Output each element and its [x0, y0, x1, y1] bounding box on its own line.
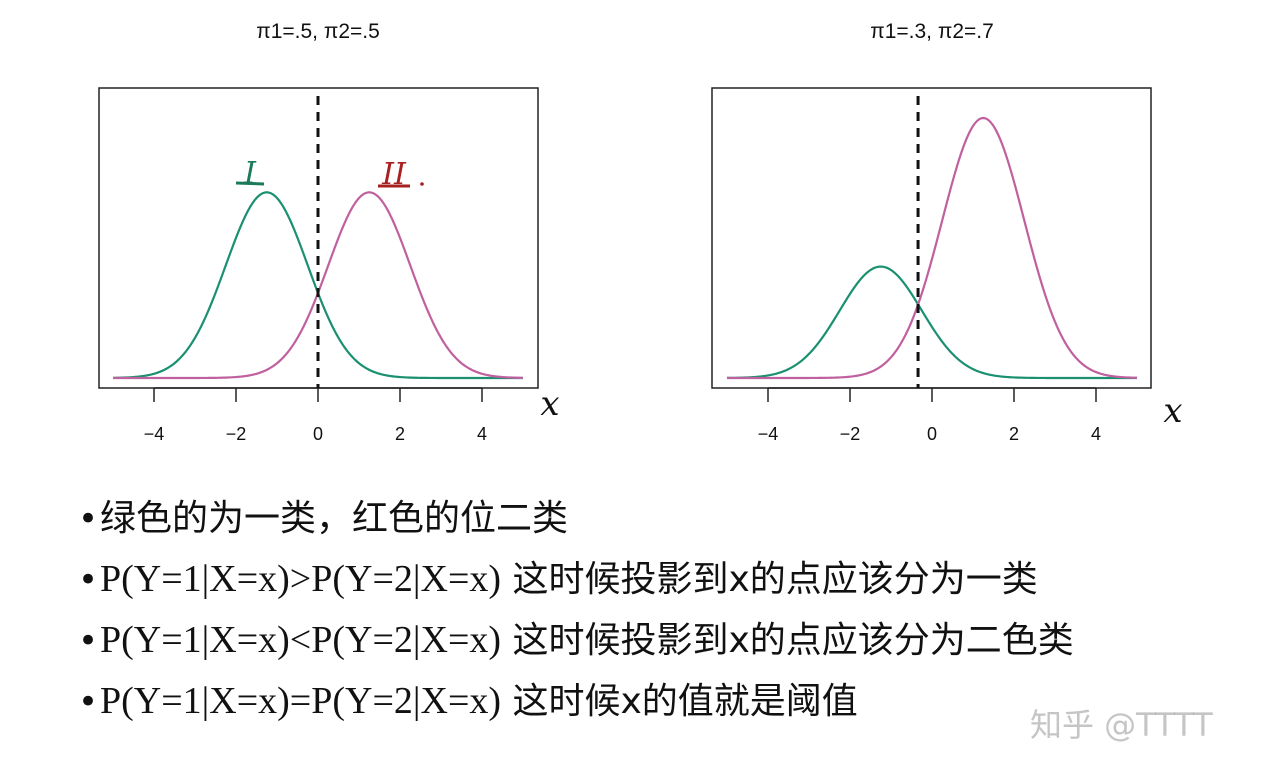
x-tick-label: −4 — [758, 424, 779, 444]
bullet-text: 绿色的为一类，红色的位二类 — [100, 498, 569, 539]
x-tick-label: 4 — [1091, 424, 1101, 444]
chart-panel-1: π1=.5, π2=.5−4 −2 0 2 4I IIx — [98, 20, 560, 444]
x-axis-handwritten-label: x — [540, 384, 559, 424]
green-label-underline — [235, 181, 265, 186]
bullet-formula: P(Y=1|X=x)=P(Y=2|X=x) — [100, 680, 502, 722]
bullet-item: •P(Y=1|X=x)<P(Y=2|X=x) 这时候投影到x的点应该分为二色类 — [78, 609, 1278, 670]
x-axis-handwritten-label: x — [1163, 391, 1182, 431]
chart-panel-2: π1=.3, π2=.7 −4 −2 0 2 4 x — [711, 20, 1183, 444]
bullet-item: •绿色的为一类，红色的位二类 — [78, 487, 1278, 548]
red-density-curve — [727, 116, 1138, 380]
bullet-item: •P(Y=1|X=x)=P(Y=2|X=x) 这时候x的值就是阈值 — [78, 670, 1278, 731]
x-tick-label: 0 — [927, 424, 937, 444]
x-tick-label: −2 — [840, 424, 861, 444]
plot-frame — [711, 87, 1152, 389]
watermark: 知乎 @TTTT — [1030, 706, 1213, 744]
bullet-dot: • — [78, 682, 99, 722]
chart-title: π1=.5, π2=.5 — [256, 20, 380, 43]
bullet-formula: P(Y=1|X=x)<P(Y=2|X=x) — [100, 619, 502, 661]
bullet-text: 这时候投影到x的点应该分为二色类 — [501, 620, 1074, 661]
green-density-curve — [112, 191, 523, 380]
x-tick-label: −2 — [226, 424, 247, 444]
green-class-label: I — [243, 156, 257, 191]
bullet-formula: P(Y=1|X=x)>P(Y=2|X=x) — [100, 558, 502, 600]
bullet-list: •绿色的为一类，红色的位二类 •P(Y=1|X=x)>P(Y=2|X=x) 这时… — [78, 487, 1278, 731]
bullet-item: •P(Y=1|X=x)>P(Y=2|X=x) 这时候投影到x的点应该分为一类 — [78, 548, 1278, 609]
red-label-dot — [420, 182, 424, 186]
green-density-curve — [726, 265, 1137, 380]
x-tick-label: −4 — [144, 424, 165, 444]
red-density-curve — [113, 191, 524, 380]
bullet-dot: • — [78, 499, 99, 539]
bullet-dot: • — [78, 621, 99, 661]
x-tick-label: 4 — [477, 424, 487, 444]
bullet-dot: • — [78, 560, 99, 600]
bullet-text: 这时候x的值就是阈值 — [501, 681, 858, 722]
bullet-text: 这时候投影到x的点应该分为一类 — [501, 559, 1038, 600]
x-tick-label: 2 — [1009, 424, 1019, 444]
x-tick-label: 2 — [395, 424, 405, 444]
chart-title: π1=.3, π2=.7 — [870, 20, 994, 43]
x-tick-label: 0 — [313, 424, 323, 444]
